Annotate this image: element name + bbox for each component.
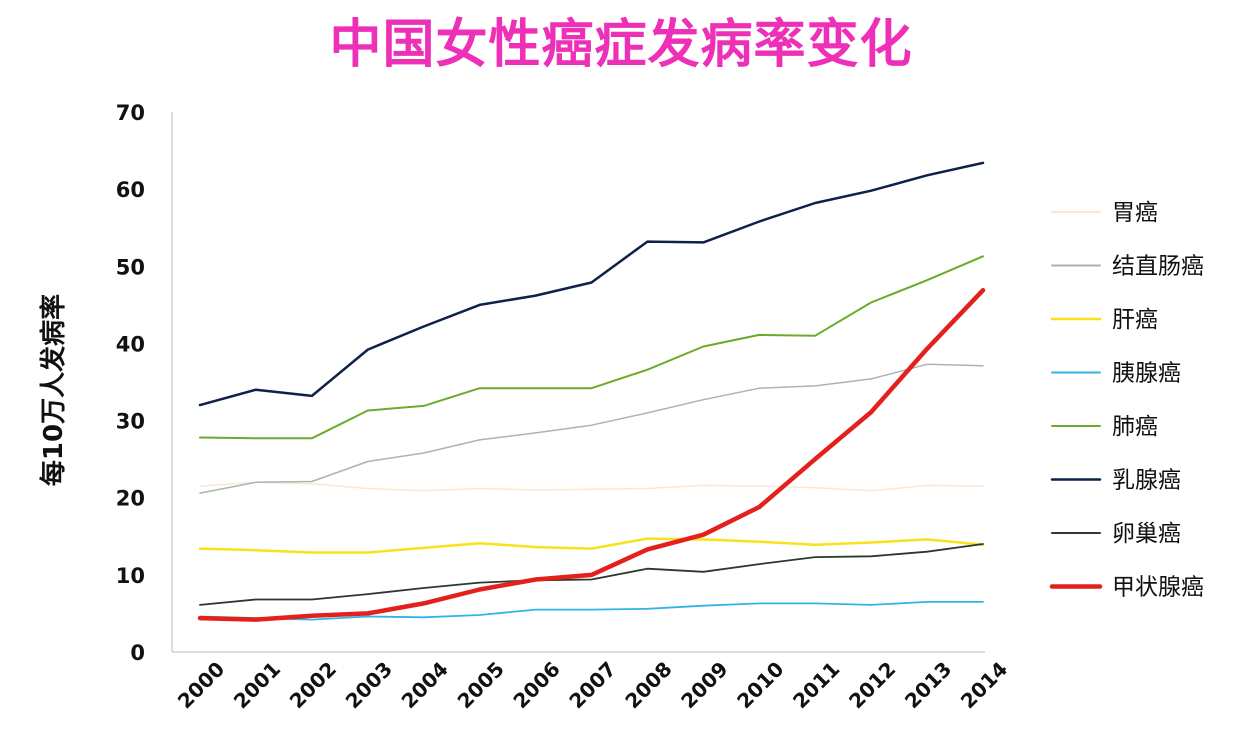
x-tick-label: 2009	[676, 657, 732, 713]
y-tick-label: 30	[116, 410, 145, 434]
x-tick-label: 2001	[229, 657, 285, 713]
series-lines	[197, 161, 986, 622]
legend-label: 胃癌	[1112, 200, 1158, 226]
x-tick-label: 2006	[508, 657, 564, 713]
legend-label: 卵巢癌	[1112, 521, 1181, 547]
x-tick-label: 2011	[788, 657, 844, 713]
chart-title: 中国女性癌症发病率变化	[329, 15, 913, 75]
series-line-6	[199, 543, 984, 606]
x-tick-label: 2004	[397, 657, 453, 713]
series-line-4	[199, 255, 984, 440]
legend-label: 结直肠癌	[1112, 254, 1204, 280]
series-line-3	[199, 601, 984, 621]
series-line-1	[199, 363, 984, 494]
y-axis-label: 每10万人发病率	[38, 294, 69, 486]
y-axis: 0 10 20 30 40 50 60 70	[116, 101, 173, 665]
y-tick-label: 40	[116, 332, 145, 356]
x-tick-label: 2010	[732, 657, 788, 713]
x-tick-label: 2007	[564, 657, 620, 713]
x-axis: 2000 2001 2002 2003 2004 2005 2006 2007 2008 2009…	[172, 651, 1012, 713]
x-tick-label: 2003	[341, 657, 397, 713]
x-tick-label: 2000	[173, 657, 229, 713]
y-tick-label: 50	[116, 255, 145, 279]
x-tick-label: 2013	[900, 657, 956, 713]
series-line-5	[198, 161, 985, 407]
legend-label: 胰腺癌	[1112, 361, 1181, 387]
series-line-7	[197, 287, 986, 622]
series-line-2	[198, 537, 985, 554]
x-tick-label: 2005	[453, 657, 509, 713]
legend-label: 肝癌	[1112, 307, 1158, 333]
y-tick-label: 70	[116, 101, 145, 125]
x-tick-label: 2014	[956, 657, 1012, 713]
y-tick-label: 20	[116, 487, 145, 511]
y-tick-label: 0	[130, 641, 145, 665]
legend-label: 甲状腺癌	[1112, 575, 1204, 601]
series-line-0	[199, 481, 984, 492]
legend-label: 乳腺癌	[1112, 468, 1181, 494]
x-tick-label: 2002	[285, 657, 341, 713]
legend-label: 肺癌	[1112, 414, 1158, 440]
y-tick-label: 10	[116, 564, 145, 588]
x-tick-label: 2008	[620, 657, 676, 713]
y-tick-label: 60	[116, 178, 145, 202]
x-tick-label: 2012	[844, 657, 900, 713]
